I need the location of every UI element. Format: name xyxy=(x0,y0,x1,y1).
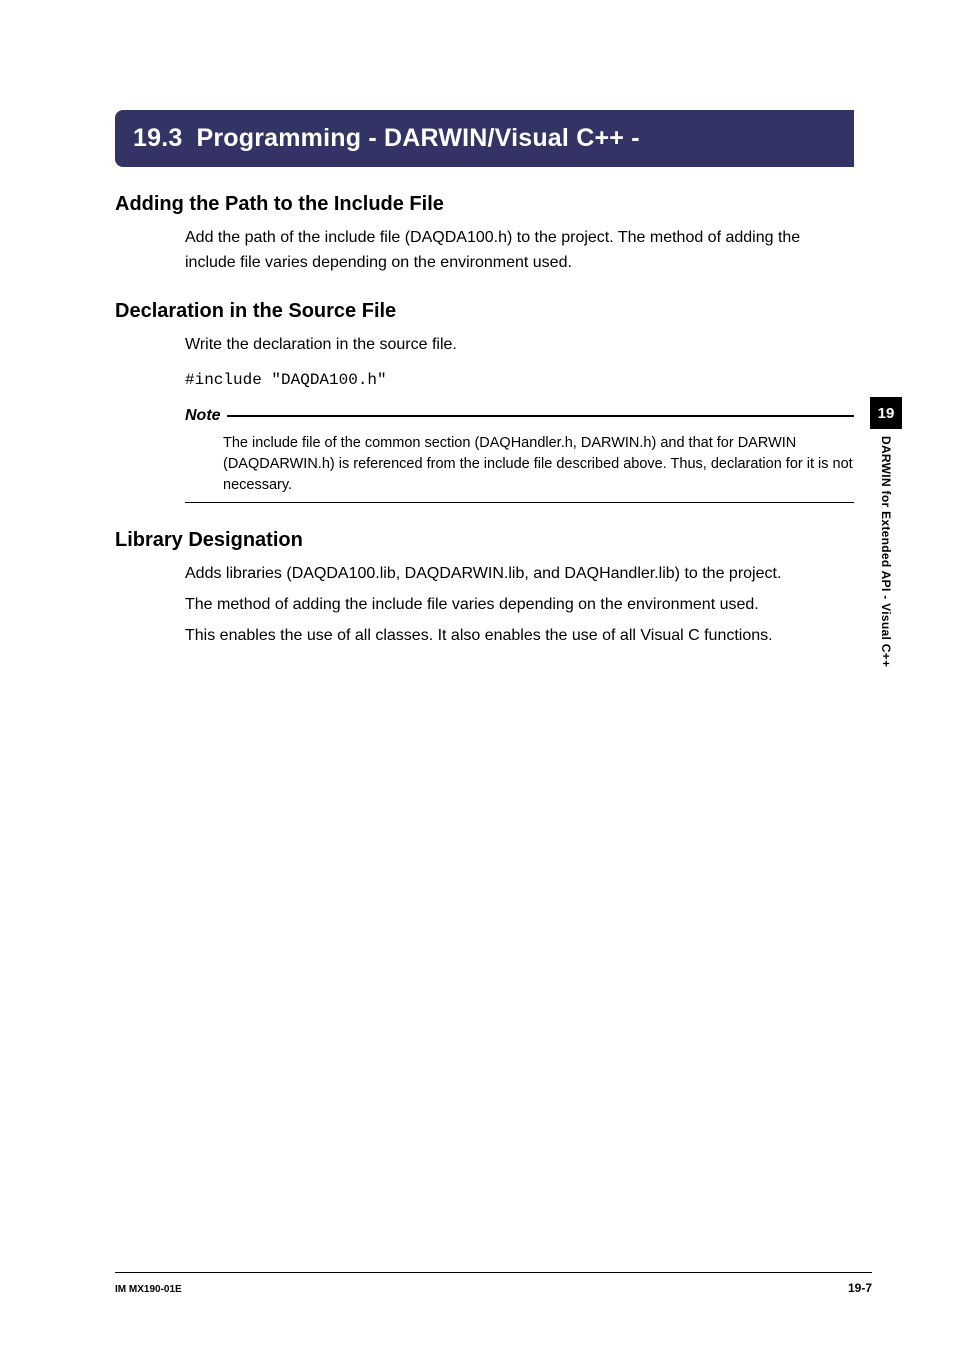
sidebar-chapter-tab: 19 xyxy=(870,397,902,429)
para-adding-path: Add the path of the include file (DAQDA1… xyxy=(185,226,854,276)
section-title: Programming - DARWIN/Visual C++ - xyxy=(196,124,639,152)
page-content: 19.3 Programming - DARWIN/Visual C++ - Ad… xyxy=(0,0,954,1351)
sidebar-chapter-number: 19 xyxy=(878,405,895,422)
note-label: Note xyxy=(185,407,221,425)
heading-library: Library Designation xyxy=(115,529,854,552)
note-rule xyxy=(227,415,854,417)
note-block: Note The include file of the common sect… xyxy=(185,407,854,503)
footer-doc-id: IM MX190-01E xyxy=(115,1284,182,1295)
heading-adding-path: Adding the Path to the Include File xyxy=(115,193,854,216)
heading-declaration: Declaration in the Source File xyxy=(115,300,854,323)
sidebar-vertical-label: DARWIN for Extended API - Visual C++ xyxy=(870,436,902,716)
footer-page-number: 19-7 xyxy=(848,1281,872,1295)
section-banner: 19.3 Programming - DARWIN/Visual C++ - xyxy=(115,110,854,167)
section-number: 19.3 xyxy=(133,124,182,152)
para-library-1: Adds libraries (DAQDA100.lib, DAQDARWIN.… xyxy=(185,562,854,587)
note-body: The include file of the common section (… xyxy=(185,433,854,503)
footer-rule xyxy=(115,1272,872,1274)
para-declaration: Write the declaration in the source file… xyxy=(185,333,854,358)
para-library-3: This enables the use of all classes. It … xyxy=(185,624,854,649)
sidebar-vertical-text: DARWIN for Extended API - Visual C++ xyxy=(879,436,893,667)
code-include: #include "DAQDA100.h" xyxy=(185,371,854,389)
note-header: Note xyxy=(185,407,854,425)
para-library-2: The method of adding the include file va… xyxy=(185,593,854,618)
